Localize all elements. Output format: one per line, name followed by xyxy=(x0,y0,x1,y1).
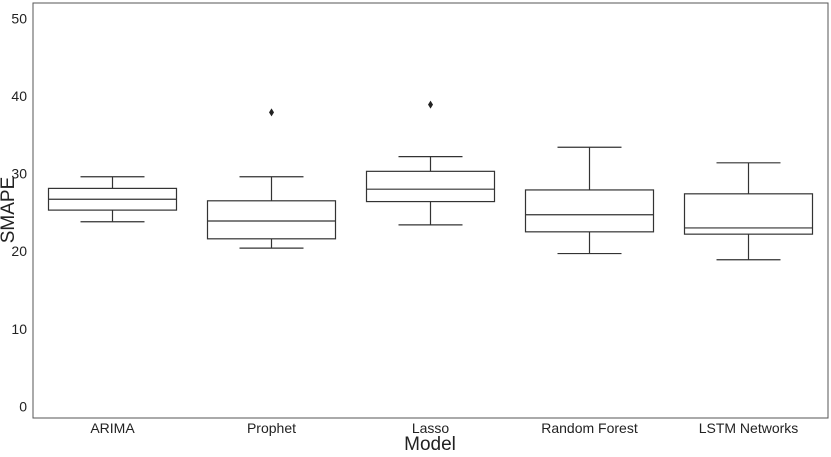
x-tick-label: Lasso xyxy=(412,420,450,436)
outlier-point xyxy=(269,108,274,117)
box-series xyxy=(47,100,814,261)
y-axis: 0 10 20 30 40 50 xyxy=(11,11,27,415)
outlier-point xyxy=(428,100,433,109)
box-group xyxy=(206,108,337,249)
y-tick-label: 10 xyxy=(11,321,27,337)
y-axis-title: SMAPE xyxy=(0,177,19,244)
box-group xyxy=(683,162,814,261)
box-group xyxy=(47,176,178,223)
plot-frame xyxy=(32,2,829,419)
iqr-box xyxy=(365,170,496,203)
box-group xyxy=(524,146,655,255)
x-axis: ARIMA Prophet Lasso Random Forest LSTM Netwo… xyxy=(90,420,798,436)
iqr-box xyxy=(206,200,337,240)
x-tick-label: ARIMA xyxy=(90,420,135,436)
y-tick-label: 40 xyxy=(11,88,27,104)
box-group xyxy=(365,100,496,226)
y-tick-label: 20 xyxy=(11,243,27,259)
y-tick-label: 30 xyxy=(11,166,27,182)
y-tick-label: 0 xyxy=(19,398,27,414)
iqr-box xyxy=(524,189,655,233)
x-tick-label: LSTM Networks xyxy=(699,420,799,436)
x-axis-title: Model xyxy=(404,434,456,455)
y-tick-label: 50 xyxy=(11,11,27,27)
x-tick-label: Prophet xyxy=(247,420,296,436)
x-tick-label: Random Forest xyxy=(541,420,638,436)
